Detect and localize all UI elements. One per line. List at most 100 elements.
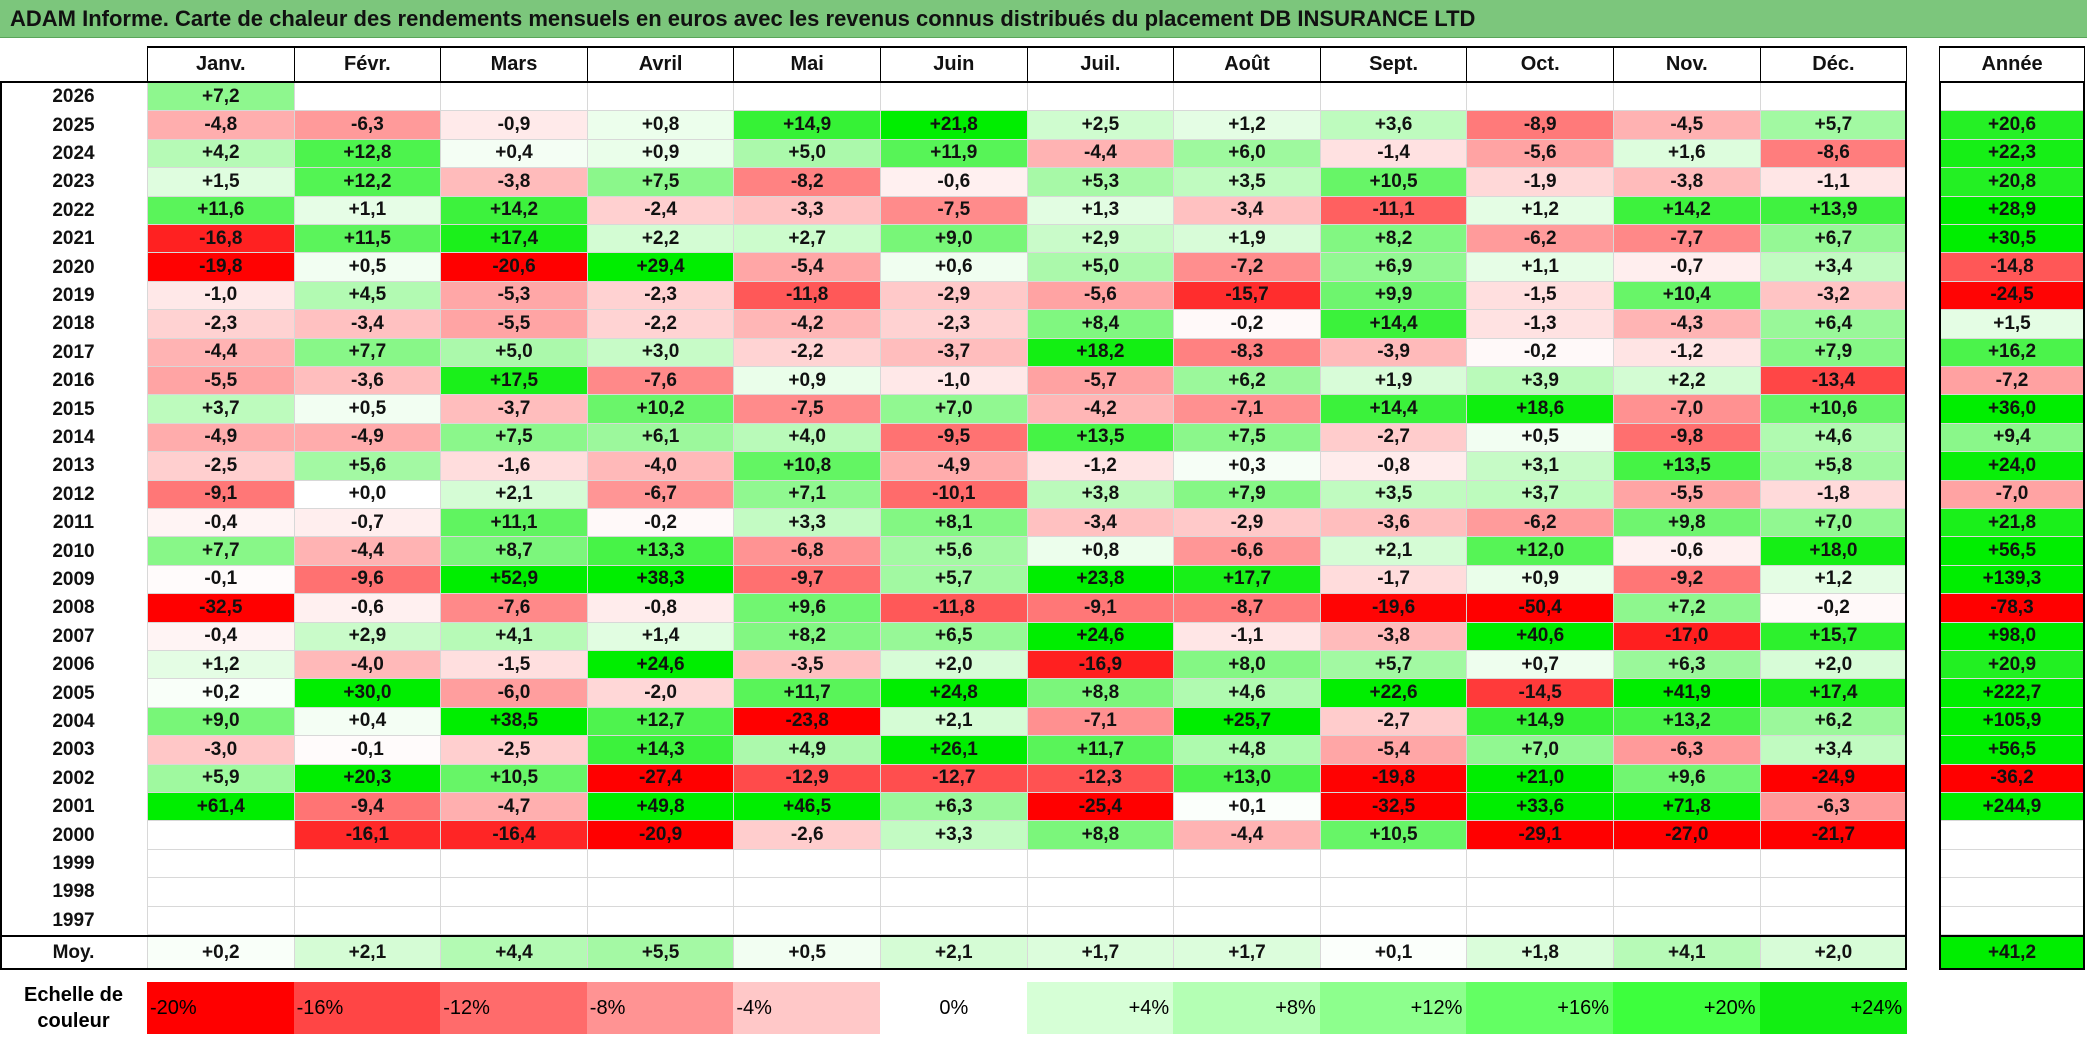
heatmap-cell: +7,0: [880, 395, 1028, 424]
annual-cell: +1,5: [1939, 310, 2085, 339]
heatmap-cell: +18,6: [1466, 395, 1614, 424]
heatmap-cell: -9,2: [1613, 565, 1761, 595]
heatmap-cell: +0,9: [733, 367, 881, 396]
heatmap-cell: +13,5: [1613, 452, 1761, 481]
heatmap-cell: -10,1: [880, 480, 1028, 509]
heatmap-cell: -2,2: [733, 338, 881, 367]
title-bar: ADAM Informe. Carte de chaleur des rende…: [0, 0, 2087, 38]
heatmap-cell: +0,0: [293, 480, 442, 509]
heatmap-cell: +1,1: [1466, 253, 1614, 282]
heatmap-cell: +2,2: [586, 225, 735, 254]
heatmap-cell: -7,5: [733, 395, 881, 424]
heatmap-cell: -0,4: [147, 509, 295, 538]
heatmap-cell: -0,4: [147, 622, 295, 651]
heatmap-cell: +3,5: [1173, 168, 1321, 197]
heatmap-cell: -8,3: [1173, 338, 1321, 367]
annual-cell: -7,0: [1939, 480, 2085, 509]
heatmap-cell: +18,0: [1759, 537, 1908, 566]
heatmap-cell: +6,7: [1759, 225, 1908, 254]
heatmap-cell: -7,6: [440, 594, 588, 623]
heatmap-cell: -0,6: [880, 168, 1028, 197]
heatmap-cell: +17,4: [440, 225, 588, 254]
heatmap-cell: -1,9: [1466, 168, 1614, 197]
average-cell: +0,5: [733, 937, 881, 969]
heatmap-cell: +71,8: [1613, 793, 1761, 822]
heatmap-cell: -0,1: [147, 565, 295, 595]
heatmap-cell: +9,0: [880, 225, 1028, 254]
heatmap-cell: -2,9: [880, 281, 1028, 311]
heatmap-cell: -9,5: [880, 423, 1028, 453]
heatmap-cell: +13,2: [1613, 707, 1761, 737]
heatmap-cell: +0,9: [1466, 565, 1614, 595]
heatmap-cell: -1,1: [1173, 622, 1321, 651]
heatmap-cell: -4,9: [880, 452, 1028, 481]
heatmap-cell: +4,6: [1173, 679, 1321, 708]
heatmap-cell: +2,7: [733, 225, 881, 254]
average-cell: +4,1: [1613, 937, 1761, 969]
month-header: Juin: [880, 46, 1028, 83]
heatmap-cell: +13,3: [586, 537, 735, 566]
heatmap-cell: -0,2: [1466, 338, 1614, 367]
heatmap-cell: -1,2: [1613, 338, 1761, 367]
annual-cell: +21,8: [1939, 509, 2085, 538]
heatmap-cell: -4,3: [1613, 310, 1761, 339]
year-label: 2002: [52, 767, 95, 789]
heatmap-cell: +15,7: [1759, 622, 1908, 651]
heatmap-cell: -8,2: [733, 168, 881, 197]
average-cell: +1,7: [1173, 937, 1321, 969]
heatmap-cell: -19,8: [1319, 764, 1468, 793]
heatmap-cell: -1,8: [1759, 480, 1908, 509]
annual-cell: +24,0: [1939, 452, 2085, 481]
heatmap-cell: +3,1: [1466, 452, 1614, 481]
color-scale-step: -12%: [440, 982, 588, 1034]
average-annual-cell: +41,2: [1939, 937, 2085, 969]
heatmap-cell: [733, 83, 881, 112]
year-label: 1999: [52, 852, 95, 874]
annual-cell: -36,2: [1939, 764, 2085, 793]
heatmap-cell: -5,5: [440, 310, 588, 339]
heatmap-cell: +0,1: [1173, 793, 1321, 822]
heatmap-cell: -2,3: [147, 310, 295, 339]
heatmap-cell: -32,5: [147, 594, 295, 623]
chart-title: ADAM Informe. Carte de chaleur des rende…: [10, 6, 1476, 31]
month-header: Nov.: [1613, 46, 1761, 83]
heatmap-cell: [586, 906, 735, 935]
annual-cell: -24,5: [1939, 281, 2085, 311]
heatmap-cell: +40,6: [1466, 622, 1614, 651]
annual-cell: [1939, 821, 2085, 850]
heatmap-cell: -2,7: [1319, 423, 1468, 453]
heatmap-cell: -1,0: [147, 281, 295, 311]
color-scale-step: +8%: [1173, 982, 1321, 1034]
heatmap-cell: +26,1: [880, 736, 1028, 765]
heatmap-cell: -7,1: [1173, 395, 1321, 424]
heatmap-cell: -3,8: [440, 168, 588, 197]
heatmap-cell: -2,5: [440, 736, 588, 765]
heatmap-cell: -6,2: [1466, 509, 1614, 538]
heatmap-cell: +7,7: [293, 338, 442, 367]
annual-cell: +105,9: [1939, 707, 2085, 737]
heatmap-cell: +6,4: [1759, 310, 1908, 339]
heatmap-cell: [1613, 83, 1761, 112]
heatmap-cell: +38,3: [586, 565, 735, 595]
heatmap-cell: -23,8: [733, 707, 881, 737]
heatmap-cell: -7,2: [1173, 253, 1321, 282]
heatmap-cell: +12,0: [1466, 537, 1614, 566]
heatmap-cell: +3,9: [1466, 367, 1614, 396]
heatmap-cell: +17,4: [1759, 679, 1908, 708]
heatmap-cell: -2,5: [147, 452, 295, 481]
heatmap-cell: +18,2: [1026, 338, 1175, 367]
heatmap-cell: -3,4: [293, 310, 442, 339]
heatmap-cell: +13,5: [1026, 423, 1175, 453]
year-label: 2023: [52, 171, 95, 193]
heatmap-cell: +24,8: [880, 679, 1028, 708]
heatmap-cell: -9,1: [147, 480, 295, 509]
heatmap-cell: +9,9: [1319, 281, 1468, 311]
heatmap-cell: +7,5: [440, 423, 588, 453]
heatmap-cell: [293, 83, 442, 112]
heatmap-cell: +8,2: [1319, 225, 1468, 254]
heatmap-cell: +5,6: [293, 452, 442, 481]
annual-cell: [1939, 878, 2085, 907]
color-scale-step: -20%: [147, 982, 295, 1034]
heatmap-cell: +2,5: [1026, 111, 1175, 140]
average-cell: +5,5: [586, 937, 735, 969]
